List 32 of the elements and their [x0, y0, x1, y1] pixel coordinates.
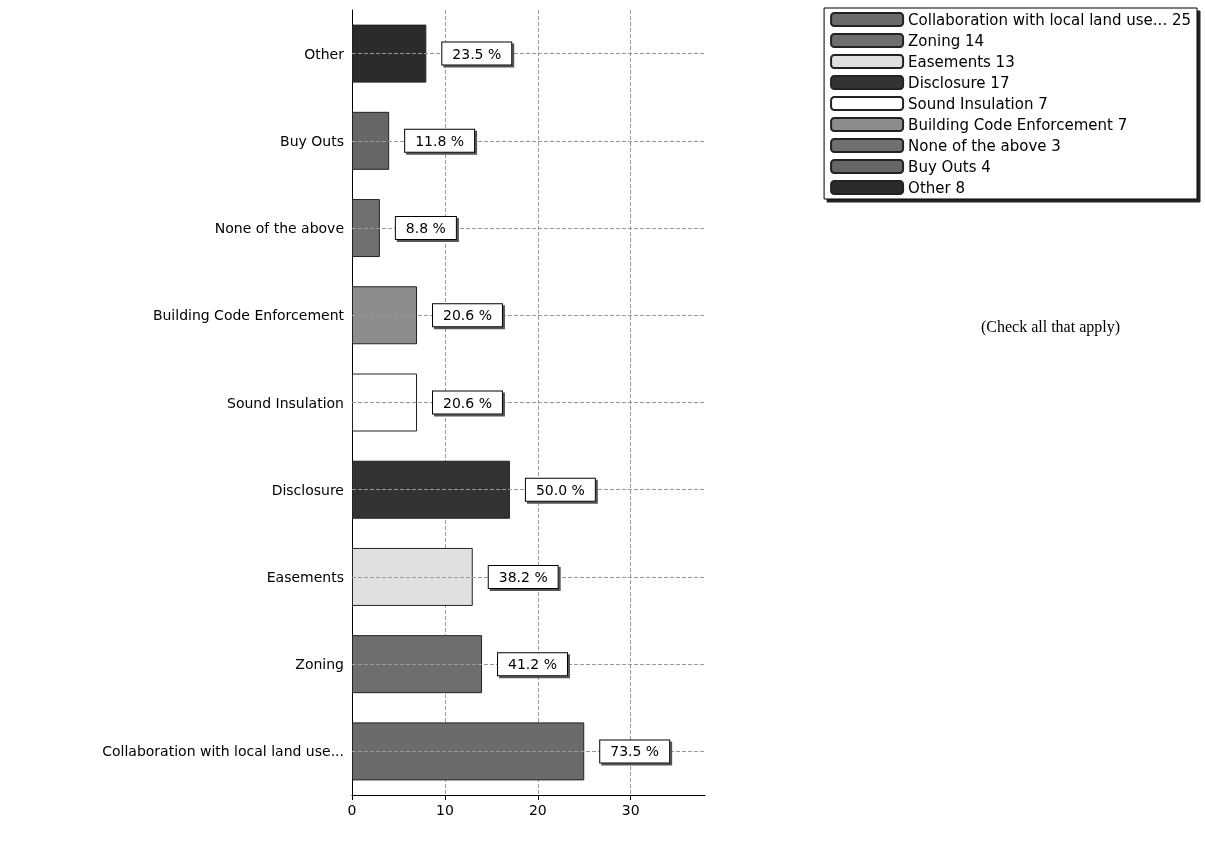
y-tick-label: Other	[304, 45, 345, 62]
text: (Check all that apply)	[980, 317, 1120, 336]
legend-label: Disclosure 17	[908, 73, 1010, 92]
x-tick-label: 10	[435, 802, 454, 818]
annotation: 11.8 %	[415, 132, 465, 149]
annotation: 8.8 %	[405, 220, 446, 237]
y-tick-label: Collaboration with local land use...	[102, 743, 344, 760]
legend-label: Collaboration with local land use... 25	[908, 10, 1192, 29]
annotation: 20.6 %	[443, 394, 492, 411]
legend-label: Buy Outs 4	[908, 157, 991, 176]
y-tick-label: Building Code Enforcement	[152, 307, 345, 324]
x-tick-label: 20	[528, 802, 547, 818]
annotation: 50.0 %	[535, 481, 585, 498]
annotation: 41.2 %	[508, 656, 557, 673]
annotation: 23.5 %	[452, 45, 502, 62]
y-tick-label: Easements	[266, 568, 344, 585]
y-tick-label: Disclosure	[271, 481, 344, 498]
annotation: 20.6 %	[443, 307, 492, 324]
y-tick-label: Sound Insulation	[227, 394, 344, 411]
y-tick-label: Zoning	[295, 656, 344, 673]
legend-label: Sound Insulation 7	[908, 94, 1048, 113]
x-tick-label: 30	[621, 802, 640, 818]
legend-label: None of the above 3	[908, 136, 1061, 155]
annotation: 38.2 %	[498, 568, 548, 585]
legend-label: Building Code Enforcement 7	[908, 115, 1128, 134]
legend-label: Zoning 14	[908, 31, 985, 50]
legend-label: Easements 13	[908, 52, 1015, 71]
y-tick-label: None of the above	[214, 220, 344, 237]
legend-label: Other 8	[908, 178, 965, 197]
x-tick-label: 0	[347, 802, 357, 818]
y-tick-label: Buy Outs	[280, 132, 344, 149]
annotation: 73.5 %	[610, 743, 660, 760]
